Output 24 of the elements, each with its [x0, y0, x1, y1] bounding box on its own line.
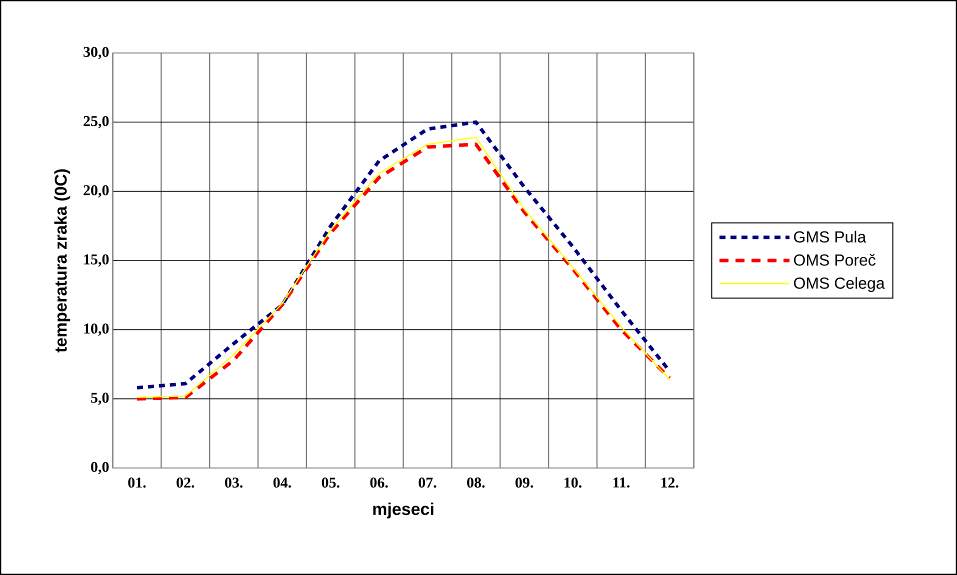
x-tick-label: 09. — [516, 478, 534, 488]
x-tick-label: 10. — [564, 478, 582, 488]
y-axis-title: temperatura zraka (0C) — [54, 169, 70, 352]
y-tick-label: 10,0 — [84, 324, 109, 336]
x-tick-label: 06. — [370, 478, 388, 488]
y-tick-label: 5,0 — [91, 392, 109, 405]
x-axis-title: mjeseci — [373, 502, 434, 518]
legend-label: GMS Pula — [794, 230, 866, 243]
y-tick-label: 25,0 — [84, 116, 109, 128]
x-tick-label: 04. — [273, 478, 291, 488]
x-tick-label: 07. — [418, 478, 436, 488]
legend-label: OMS Poreč — [794, 254, 876, 266]
x-tick-label: 08. — [467, 478, 485, 488]
x-tick-label: 11. — [613, 478, 630, 488]
y-tick-label: 15,0 — [84, 254, 109, 267]
y-tick-label: 30,0 — [84, 46, 109, 60]
x-tick-label: 01. — [128, 478, 146, 488]
x-tick-label: 03. — [225, 478, 243, 488]
y-tick-label: 0,0 — [91, 462, 109, 474]
x-tick-label: 02. — [176, 478, 194, 488]
x-tick-label: 12. — [661, 478, 678, 488]
y-tick-label: 20,0 — [84, 185, 109, 198]
x-tick-label: 05. — [322, 478, 340, 488]
legend-label: OMS Celega — [794, 277, 885, 292]
